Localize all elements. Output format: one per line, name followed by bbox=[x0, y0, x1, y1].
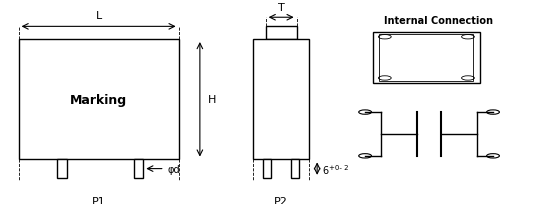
Bar bbox=[379, 35, 473, 81]
Bar bbox=[253, 40, 309, 160]
Text: 6: 6 bbox=[322, 166, 328, 176]
Bar bbox=[134, 160, 143, 178]
Text: T: T bbox=[278, 3, 285, 13]
Text: +0- 2: +0- 2 bbox=[329, 164, 349, 170]
Text: P2: P2 bbox=[274, 196, 288, 204]
Bar bbox=[57, 160, 67, 178]
Text: φd: φd bbox=[167, 164, 180, 174]
Bar bbox=[19, 40, 179, 160]
Bar bbox=[266, 27, 296, 40]
Bar bbox=[373, 33, 480, 83]
Text: P1: P1 bbox=[92, 196, 106, 204]
Text: Internal Connection: Internal Connection bbox=[384, 16, 493, 26]
Text: Marking: Marking bbox=[70, 93, 127, 106]
Text: H: H bbox=[208, 95, 216, 105]
Text: L: L bbox=[95, 11, 102, 21]
Bar bbox=[292, 160, 299, 178]
Bar bbox=[263, 160, 271, 178]
